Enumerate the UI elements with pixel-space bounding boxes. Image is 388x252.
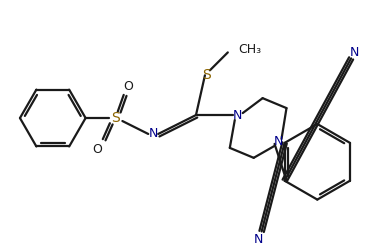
Text: N: N	[149, 128, 158, 140]
Text: S: S	[203, 68, 211, 82]
Text: N: N	[254, 233, 263, 246]
Text: CH₃: CH₃	[238, 43, 261, 56]
Text: O: O	[123, 80, 133, 93]
Text: N: N	[350, 46, 359, 59]
Text: N: N	[233, 109, 242, 121]
Text: S: S	[111, 111, 120, 125]
Text: N: N	[274, 135, 283, 148]
Text: O: O	[93, 143, 102, 156]
